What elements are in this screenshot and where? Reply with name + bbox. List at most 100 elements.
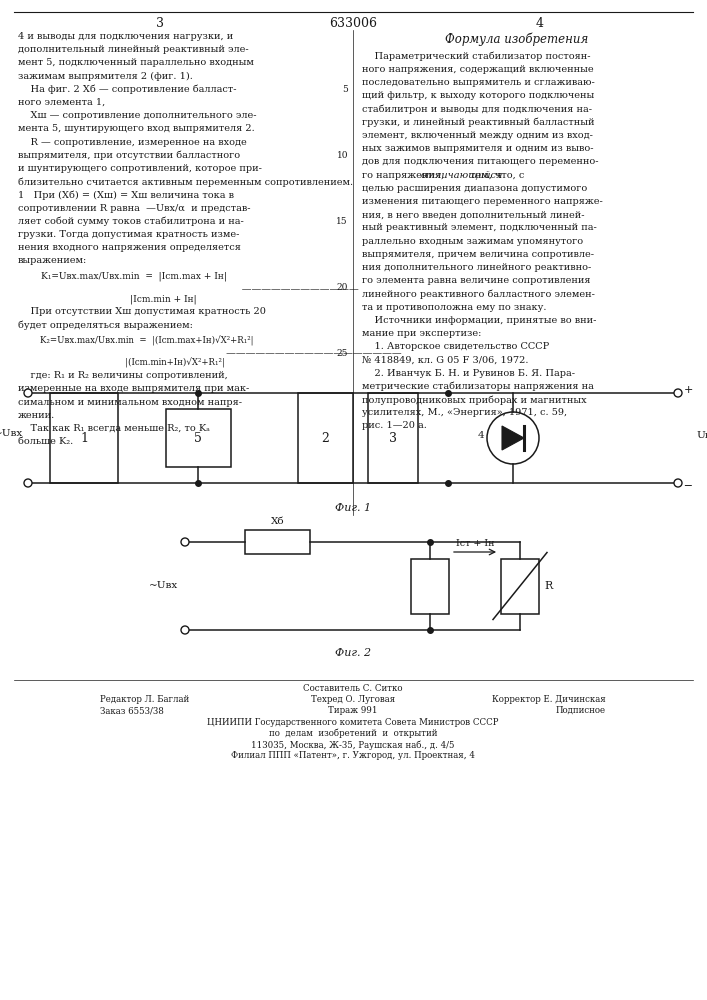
Text: измеренные на входе выпрямителя при мак-: измеренные на входе выпрямителя при мак- xyxy=(18,384,250,393)
Bar xyxy=(50,393,118,483)
Text: 633006: 633006 xyxy=(329,17,377,30)
Text: усилителях, М., «Энергия», 1971, с. 59,: усилителях, М., «Энергия», 1971, с. 59, xyxy=(362,408,567,417)
Text: |(Icm.min+Iн)√X²+R₁²|: |(Icm.min+Iн)√X²+R₁²| xyxy=(18,358,225,368)
Text: нения входного напряжения определяется: нения входного напряжения определяется xyxy=(18,243,241,252)
Text: 20: 20 xyxy=(337,283,348,292)
Text: го элемента равна величине сопротивления: го элемента равна величине сопротивления xyxy=(362,276,590,285)
Text: последовательно выпрямитель и сглаживаю-: последовательно выпрямитель и сглаживаю- xyxy=(362,78,595,87)
Text: Составитель С. Ситко: Составитель С. Ситко xyxy=(303,684,403,693)
Text: 5: 5 xyxy=(342,85,348,94)
Text: +: + xyxy=(684,385,694,395)
Text: го напряжения,: го напряжения, xyxy=(362,171,448,180)
Bar xyxy=(501,558,539,613)
Text: 15: 15 xyxy=(337,217,348,226)
Text: 1   При (Хб) = (Хш) = Хш величина тока в: 1 При (Хб) = (Хш) = Хш величина тока в xyxy=(18,190,234,200)
Text: мента 5, шунтирующего вход выпрямителя 2.: мента 5, шунтирующего вход выпрямителя 2… xyxy=(18,124,255,133)
Text: Параметрический стабилизатор постоян-: Параметрический стабилизатор постоян- xyxy=(362,52,590,61)
Bar xyxy=(411,558,449,613)
Text: 25: 25 xyxy=(337,349,348,358)
Text: зажимам выпрямителя 2 (фиг. 1).: зажимам выпрямителя 2 (фиг. 1). xyxy=(18,72,193,81)
Text: тем, что, с: тем, что, с xyxy=(467,171,525,180)
Text: жении.: жении. xyxy=(18,411,55,420)
Text: та и противоположна ему по знаку.: та и противоположна ему по знаку. xyxy=(362,303,547,312)
Text: 1. Авторское свидетельство СССР: 1. Авторское свидетельство СССР xyxy=(362,342,549,351)
Text: стабилитрон и выводы для подключения на-: стабилитрон и выводы для подключения на- xyxy=(362,105,592,114)
Bar xyxy=(165,409,230,467)
Circle shape xyxy=(674,479,682,487)
Text: R: R xyxy=(544,581,552,591)
Text: раллельно входным зажимам упомянутого: раллельно входным зажимам упомянутого xyxy=(362,237,583,246)
Bar xyxy=(245,530,310,554)
Text: Корректор Е. Дичинская: Корректор Е. Дичинская xyxy=(492,695,606,704)
Text: ния, в него введен дополнительный линей-: ния, в него введен дополнительный линей- xyxy=(362,210,585,219)
Text: Источники информации, принятые во вни-: Источники информации, принятые во вни- xyxy=(362,316,597,325)
Text: и шунтирующего сопротивлений, которое при-: и шунтирующего сопротивлений, которое пр… xyxy=(18,164,262,173)
Text: больше K₂.: больше K₂. xyxy=(18,437,74,446)
Text: 2: 2 xyxy=(322,432,329,444)
Circle shape xyxy=(24,389,32,397)
Text: Формула изобретения: Формула изобретения xyxy=(445,32,589,45)
Text: ного напряжения, содержащий включенные: ного напряжения, содержащий включенные xyxy=(362,65,594,74)
Text: Подписное: Подписное xyxy=(556,706,606,715)
Text: отличающийся: отличающийся xyxy=(421,171,503,180)
Text: ~Uвх: ~Uвх xyxy=(0,430,23,438)
Text: K₂=Uвх.max/Uвх.min  =  |(Icm.max+Iн)√X²+R₁²|: K₂=Uвх.max/Uвх.min = |(Icm.max+Iн)√X²+R₁… xyxy=(18,336,254,346)
Bar xyxy=(298,393,353,483)
Text: по  делам  изобретений  и  открытий: по делам изобретений и открытий xyxy=(269,729,437,738)
Text: ————————————: ———————————— xyxy=(148,285,358,294)
Text: Так как R₁ всегда меньше R₂, то Kₐ: Так как R₁ всегда меньше R₂, то Kₐ xyxy=(18,424,210,433)
Text: дополнительный линейный реактивный эле-: дополнительный линейный реактивный эле- xyxy=(18,45,249,54)
Text: рис. 1—20 а.: рис. 1—20 а. xyxy=(362,421,427,430)
Text: ния дополнительного линейного реактивно-: ния дополнительного линейного реактивно- xyxy=(362,263,591,272)
Text: мание при экспертизе:: мание при экспертизе: xyxy=(362,329,481,338)
Circle shape xyxy=(24,479,32,487)
Text: Заказ 6553/38: Заказ 6553/38 xyxy=(100,706,164,715)
Text: При отсутствии Хш допустимая кратность 20: При отсутствии Хш допустимая кратность 2… xyxy=(18,307,266,316)
Text: элемент, включенный между одним из вход-: элемент, включенный между одним из вход- xyxy=(362,131,593,140)
Circle shape xyxy=(181,538,189,546)
Text: грузки, и линейный реактивный балластный: грузки, и линейный реактивный балластный xyxy=(362,118,595,127)
Text: симальном и минимальном входном напря-: симальном и минимальном входном напря- xyxy=(18,398,242,407)
Text: грузки. Тогда допустимая кратность изме-: грузки. Тогда допустимая кратность изме- xyxy=(18,230,240,239)
Text: ─: ─ xyxy=(684,480,691,490)
Text: 113035, Москва, Ж-35, Раушская наб., д. 4/5: 113035, Москва, Ж-35, Раушская наб., д. … xyxy=(251,740,455,750)
Circle shape xyxy=(674,389,682,397)
Text: Хш — сопротивление дополнительного эле-: Хш — сопротивление дополнительного эле- xyxy=(18,111,257,120)
Text: На фиг. 2 Хб — сопротивление балласт-: На фиг. 2 Хб — сопротивление балласт- xyxy=(18,85,237,94)
Text: выражением:: выражением: xyxy=(18,256,87,265)
Text: Uвых: Uвых xyxy=(696,430,707,440)
Text: изменения питающего переменного напряже-: изменения питающего переменного напряже- xyxy=(362,197,603,206)
Text: дов для подключения питающего переменно-: дов для подключения питающего переменно- xyxy=(362,157,599,166)
Text: 10: 10 xyxy=(337,151,348,160)
Text: Техред О. Луговая: Техред О. Луговая xyxy=(311,695,395,704)
Text: мент 5, подключенный параллельно входным: мент 5, подключенный параллельно входным xyxy=(18,58,254,67)
Text: будет определяться выражением:: будет определяться выражением: xyxy=(18,320,193,330)
Text: Филиал ППП «Патент», г. Ужгород, ул. Проектная, 4: Филиал ППП «Патент», г. Ужгород, ул. Про… xyxy=(231,751,475,760)
Text: 2. Иванчук Б. Н. и Рувинов Б. Я. Пара-: 2. Иванчук Б. Н. и Рувинов Б. Я. Пара- xyxy=(362,369,575,378)
Text: 4: 4 xyxy=(477,430,484,440)
Text: ный реактивный элемент, подключенный па-: ный реактивный элемент, подключенный па- xyxy=(362,223,597,232)
Circle shape xyxy=(181,626,189,634)
Text: 1: 1 xyxy=(80,432,88,444)
Text: Iст + Iн: Iст + Iн xyxy=(456,539,494,548)
Text: ЦНИИПИ Государственного комитета Совета Министров СССР: ЦНИИПИ Государственного комитета Совета … xyxy=(207,718,498,727)
Text: Фиг. 2: Фиг. 2 xyxy=(335,648,371,658)
Text: ——————————————————: —————————————————— xyxy=(148,349,402,358)
Text: 3: 3 xyxy=(156,17,164,30)
Text: 3: 3 xyxy=(389,432,397,444)
Text: Редактор Л. Баглай: Редактор Л. Баглай xyxy=(100,695,189,704)
Text: Хб: Хб xyxy=(271,517,284,526)
Text: выпрямителя, при отсутствии балластного: выпрямителя, при отсутствии балластного xyxy=(18,151,240,160)
Text: № 418849, кл. G 05 F 3/06, 1972.: № 418849, кл. G 05 F 3/06, 1972. xyxy=(362,355,529,364)
Text: линейного реактивного балластного элемен-: линейного реактивного балластного элемен… xyxy=(362,289,595,299)
Text: щий фильтр, к выходу которого подключены: щий фильтр, к выходу которого подключены xyxy=(362,91,595,100)
Text: ~Uвх: ~Uвх xyxy=(148,582,178,590)
Text: 4 и выводы для подключения нагрузки, и: 4 и выводы для подключения нагрузки, и xyxy=(18,32,233,41)
Text: |Icm.min + Iн|: |Icm.min + Iн| xyxy=(18,294,197,304)
Text: Фиг. 1: Фиг. 1 xyxy=(335,503,371,513)
Text: полупроводниковых приборах и магнитных: полупроводниковых приборах и магнитных xyxy=(362,395,587,405)
Text: 5: 5 xyxy=(194,432,202,444)
Bar xyxy=(368,393,418,483)
Text: близительно считается активным переменным сопротивлением.: близительно считается активным переменны… xyxy=(18,177,353,187)
Text: K₁=Uвх.max/Uвх.min  =  |Icm.max + Iн|: K₁=Uвх.max/Uвх.min = |Icm.max + Iн| xyxy=(18,272,227,281)
